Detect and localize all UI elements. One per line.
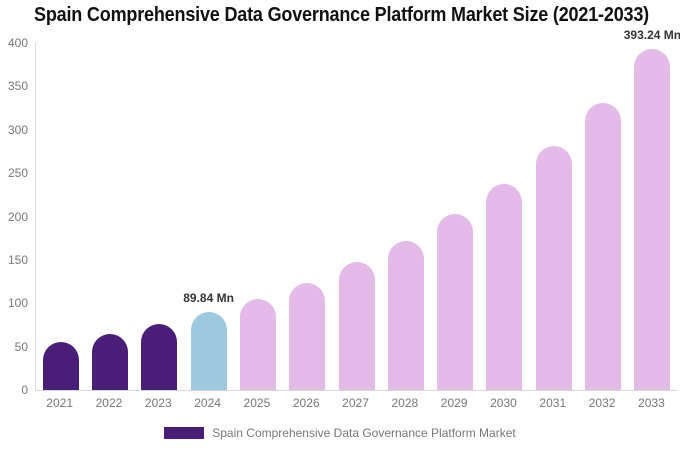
x-axis-tick-label: 2022 <box>95 396 123 410</box>
bar-2026[interactable] <box>289 283 326 390</box>
chart-title: Spain Comprehensive Data Governance Plat… <box>34 4 650 26</box>
y-axis-tick-label: 400 <box>7 36 28 50</box>
x-axis-tick-label: 2032 <box>588 396 616 410</box>
bar-2021[interactable] <box>42 342 79 390</box>
bar-2025[interactable] <box>239 298 276 390</box>
bar-cell <box>233 43 282 390</box>
x-axis-tick-label: 2025 <box>243 396 271 410</box>
bar-2023[interactable] <box>141 324 178 390</box>
y-axis-tick-label: 50 <box>14 339 28 354</box>
x-axis-tick-label: 2024 <box>194 396 221 410</box>
plot-area: 89.84 Mn 393.24 Mn <box>35 28 680 391</box>
bar-cell <box>283 43 332 390</box>
x-axis-tick-label: 2021 <box>46 396 73 410</box>
y-axis-tick-label: 300 <box>7 122 28 137</box>
x-axis-tick-label: 2030 <box>490 396 517 410</box>
bar-2028[interactable] <box>387 240 424 390</box>
bar-2032[interactable] <box>585 102 622 390</box>
bar-2033[interactable] <box>634 48 671 390</box>
x-axis-tick-label: 2031 <box>539 396 567 410</box>
bar-2024[interactable] <box>190 312 227 390</box>
y-axis-tick-label: 100 <box>7 296 28 311</box>
bar-cell <box>578 43 627 390</box>
x-axis-tick-label: 2028 <box>391 396 419 410</box>
bar-cell <box>85 43 134 390</box>
bar-2022[interactable] <box>91 333 128 390</box>
legend-label: Spain Comprehensive Data Governance Plat… <box>212 426 516 440</box>
bar-cell <box>36 43 85 390</box>
y-axis-tick-label: 150 <box>7 252 28 267</box>
y-axis-tick-label: 200 <box>7 209 28 224</box>
bar-2027[interactable] <box>338 262 375 390</box>
legend-swatch <box>164 427 205 439</box>
bar-value-label: 89.84 Mn <box>183 291 234 306</box>
x-axis-tick-label: 2027 <box>342 396 369 410</box>
bar-cell <box>381 43 430 390</box>
bar-cell <box>431 43 480 390</box>
x-axis-tick-label: 2023 <box>144 396 172 410</box>
x-axis-tick-label: 2026 <box>292 396 320 410</box>
y-axis-tick-label: 0 <box>21 383 28 397</box>
bar-2029[interactable] <box>437 213 474 390</box>
bar-cell <box>480 43 529 390</box>
bar-cell: 393.24 Mn <box>624 28 680 390</box>
bar-2030[interactable] <box>486 183 523 390</box>
bar-cell <box>135 43 184 390</box>
bar-cell <box>529 43 578 390</box>
y-axis-tick-label: 350 <box>7 79 28 94</box>
x-axis-tick-label: 2033 <box>638 396 665 410</box>
legend[interactable]: Spain Comprehensive Data Governance Plat… <box>0 426 680 440</box>
y-axis-tick-label: 250 <box>7 166 28 181</box>
x-axis: 2021 2022 2023 2024 2025 2026 2027 2028 2029 2030… <box>35 396 676 410</box>
bar-cell: 89.84 Mn <box>183 43 234 390</box>
bar-value-label: 393.24 Mn <box>623 27 680 42</box>
bar-cell <box>332 43 381 390</box>
y-axis: 0 50 100 150 200 250 300 350 400 <box>0 36 28 397</box>
x-axis-tick-label: 2029 <box>440 396 468 410</box>
bars-container: 89.84 Mn 393.24 Mn <box>36 28 680 390</box>
bar-2031[interactable] <box>535 146 572 390</box>
